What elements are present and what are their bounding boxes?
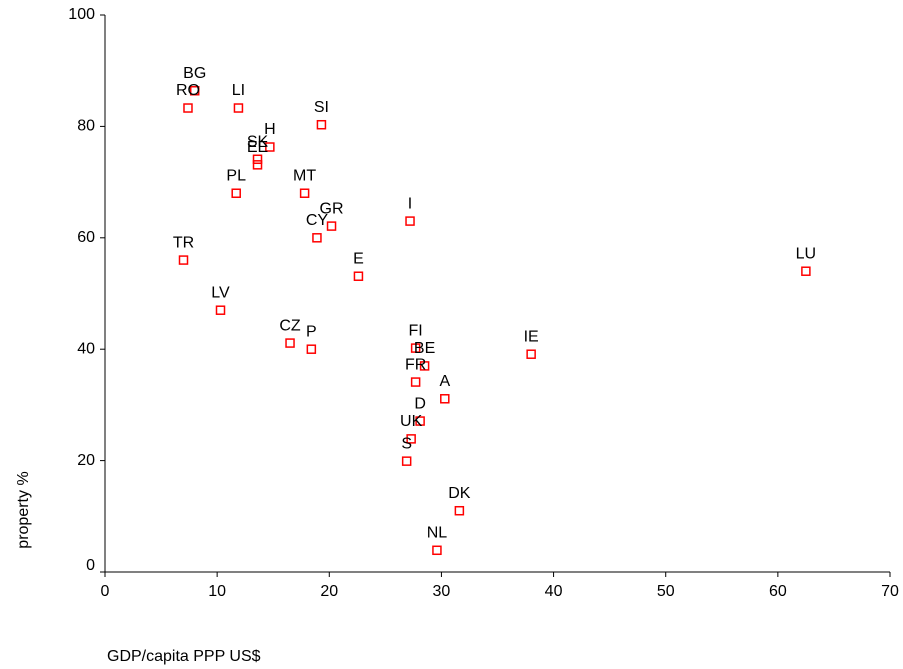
y-tick-label: 0 [86, 557, 95, 574]
x-tick-label: 30 [433, 583, 451, 600]
point [405, 216, 415, 226]
point [189, 86, 200, 96]
point [233, 103, 244, 113]
point-label: I [408, 195, 412, 212]
point [353, 271, 364, 281]
x-tick-label: 20 [320, 583, 338, 600]
x-tick-label: 70 [881, 583, 899, 600]
point [252, 160, 263, 170]
point [183, 103, 193, 113]
x-tick-label: 60 [769, 583, 787, 600]
y-tick-label: 60 [77, 229, 95, 246]
point [316, 119, 327, 130]
point-label: PL [226, 167, 246, 184]
point-label: DK [448, 485, 471, 502]
point-label: EE [247, 139, 268, 156]
point-label: SI [314, 99, 329, 116]
point-label: LU [796, 245, 816, 262]
point [801, 266, 811, 276]
y-tick-label: 20 [77, 452, 95, 469]
point [326, 221, 337, 231]
point [454, 505, 465, 516]
point [415, 416, 425, 426]
point [526, 349, 536, 359]
point-label: GR [320, 200, 344, 217]
x-axis-label: GDP/capita PPP US$ [107, 648, 261, 665]
point-label: A [439, 373, 450, 390]
point-label: E [353, 250, 364, 267]
point-label: H [264, 121, 276, 138]
point [252, 154, 263, 165]
point-label: D [414, 395, 426, 412]
point [265, 142, 275, 152]
point-label: MT [293, 167, 316, 184]
point-label: TR [173, 234, 194, 251]
point [406, 434, 416, 444]
point [285, 338, 295, 348]
point-label: LV [211, 284, 230, 301]
point-label: FI [409, 322, 423, 339]
point-label: LI [232, 82, 245, 99]
point-label: IE [524, 328, 539, 345]
point-label: FR [405, 356, 426, 373]
point-label: CY [306, 212, 329, 229]
point-label: BE [414, 340, 435, 357]
x-tick-label: 40 [545, 583, 563, 600]
point [419, 361, 430, 371]
x-tick-label: 50 [657, 583, 675, 600]
point [440, 394, 450, 404]
point-label: BG [183, 65, 206, 82]
point-label: NL [427, 524, 448, 541]
y-tick-label: 80 [77, 118, 95, 135]
point-label: RO [176, 82, 200, 99]
point [410, 377, 421, 387]
point-label: CZ [279, 317, 301, 334]
x-tick-label: 10 [208, 583, 226, 600]
point [306, 344, 317, 354]
point-label: S [401, 435, 412, 452]
y-tick-label: 100 [68, 6, 95, 23]
point [178, 255, 189, 265]
point-label: UK [400, 413, 423, 430]
point [401, 456, 412, 466]
point [410, 343, 421, 353]
point [231, 188, 241, 198]
point-label: P [306, 323, 317, 340]
y-tick-label: 40 [77, 340, 95, 357]
point [312, 233, 322, 243]
point-label: SK [247, 133, 269, 150]
point [299, 188, 310, 198]
point [215, 305, 226, 315]
point [432, 545, 442, 556]
x-tick-label: 0 [101, 583, 110, 600]
y-axis-label: property % [15, 471, 32, 548]
